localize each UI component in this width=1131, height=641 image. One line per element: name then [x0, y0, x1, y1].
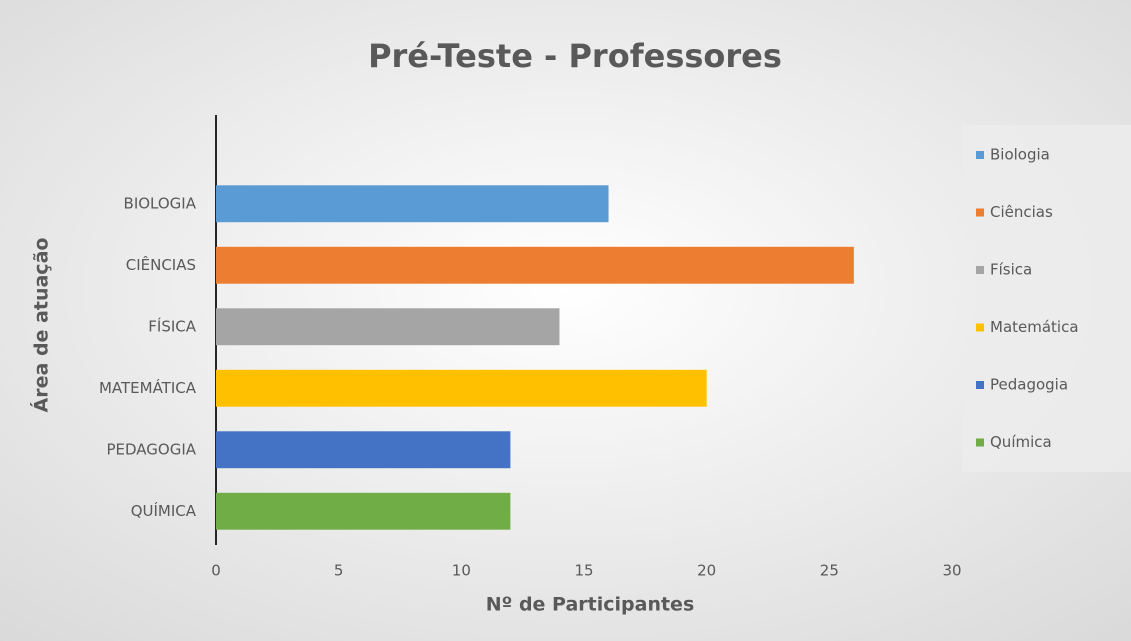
- legend-label: Física: [990, 261, 1032, 279]
- legend-swatch: [976, 208, 984, 217]
- legend-label: Química: [990, 433, 1052, 451]
- legend-swatch: [976, 438, 984, 447]
- x-tick-label: 5: [334, 562, 344, 580]
- bar: [216, 185, 609, 223]
- bar: [216, 431, 511, 469]
- y-tick-label: BIOLOGIA: [124, 194, 197, 212]
- x-tick-label: 25: [820, 562, 839, 580]
- y-tick-label: QUÍMICA: [131, 501, 197, 520]
- y-tick-label: CIÊNCIAS: [126, 255, 196, 274]
- y-tick-label: FÍSICA: [148, 316, 196, 335]
- legend-label: Biologia: [990, 146, 1050, 164]
- bar: [216, 246, 854, 284]
- bar: [216, 492, 511, 530]
- legend-box: [962, 125, 1131, 472]
- x-tick-label: 10: [452, 562, 471, 580]
- chart-title: Pré-Teste - Professores: [368, 37, 782, 75]
- x-tick-label: 20: [697, 562, 716, 580]
- legend-swatch: [976, 323, 984, 332]
- legend-label: Pedagogia: [990, 376, 1068, 394]
- legend-label: Matemática: [990, 318, 1079, 336]
- x-tick-label: 30: [942, 562, 961, 580]
- y-tick-label: MATEMÁTICA: [99, 378, 197, 397]
- y-axis-label: Área de atuação: [30, 238, 53, 413]
- x-tick-label: 15: [574, 562, 593, 580]
- x-axis-label: Nº de Participantes: [486, 594, 695, 616]
- bar: [216, 308, 560, 346]
- y-tick-label: PEDAGOGIA: [106, 440, 196, 458]
- legend-swatch: [976, 266, 984, 274]
- legend-swatch: [976, 151, 984, 159]
- bar: [216, 369, 707, 407]
- legend-swatch: [976, 381, 984, 389]
- x-tick-label: 0: [211, 562, 221, 580]
- legend-label: Ciências: [990, 203, 1053, 221]
